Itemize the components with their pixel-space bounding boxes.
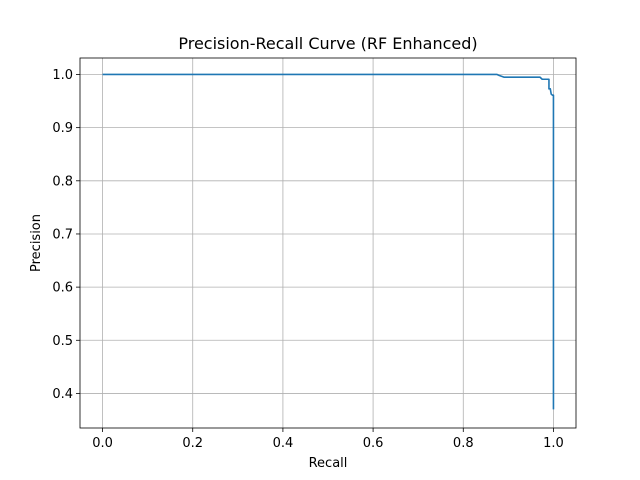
x-tick-label: 0.8 bbox=[453, 436, 474, 451]
y-tick-label: 1.0 bbox=[52, 68, 73, 83]
plot-frame bbox=[79, 57, 577, 429]
precision-recall-line bbox=[102, 73, 555, 410]
x-tick-label: 0.4 bbox=[273, 436, 294, 451]
y-tick-label: 0.9 bbox=[52, 121, 73, 136]
y-tick-label: 0.8 bbox=[52, 174, 73, 189]
x-tick-label: 0.2 bbox=[182, 436, 203, 451]
ticks: 0.0 0.2 0.4 0.6 0.8 1.0 0.4 0.5 0.6 0.7 0.8 0.9 1.0 bbox=[52, 68, 563, 451]
y-tick-label: 0.4 bbox=[52, 387, 73, 402]
y-tick-label: 0.7 bbox=[52, 227, 73, 242]
y-tick-label: 0.5 bbox=[52, 334, 73, 349]
x-axis-label: Recall bbox=[309, 456, 348, 471]
x-tick-label: 0.0 bbox=[92, 436, 113, 451]
series-layer bbox=[102, 73, 555, 410]
x-tick-label: 0.6 bbox=[363, 436, 384, 451]
grid bbox=[80, 58, 576, 428]
x-tick-label: 1.0 bbox=[543, 436, 564, 451]
y-tick-label: 0.6 bbox=[52, 281, 73, 296]
chart-title: Precision-Recall Curve (RF Enhanced) bbox=[178, 34, 477, 53]
y-axis-label: Precision bbox=[29, 214, 44, 272]
